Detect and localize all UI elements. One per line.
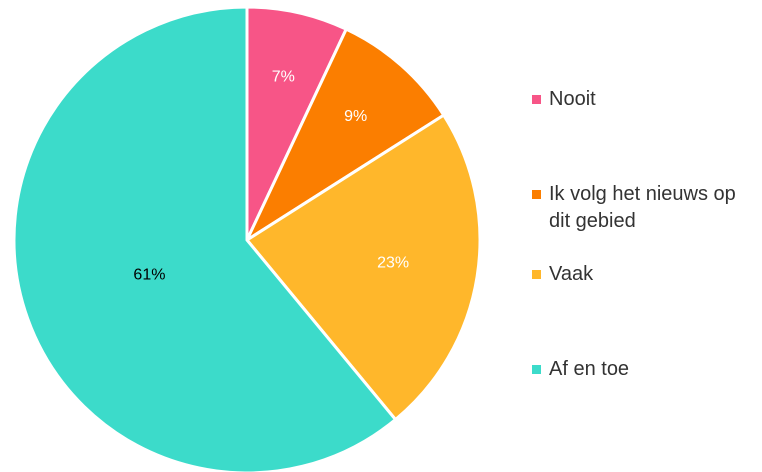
value-label: 9% (344, 108, 367, 125)
legend-swatch (532, 270, 541, 279)
legend-label: Vaak (549, 263, 594, 285)
pie-slice (243, 27, 446, 245)
legend-label: Af en toe (549, 358, 630, 380)
legend-swatch (532, 95, 541, 104)
value-label: 7% (272, 69, 295, 86)
legend-swatch (532, 190, 541, 199)
legend-item: Ik volg het nieuws op dit gebied (528, 181, 758, 235)
legend-swatch (532, 365, 541, 374)
legend-label: Ik volg het nieuws op dit gebied (549, 183, 736, 232)
pie-slice (245, 5, 349, 241)
value-label: 23% (377, 254, 409, 271)
legend-item: Nooit (528, 86, 758, 113)
legend-item: Vaak (528, 261, 758, 288)
legend: Nooit Ik volg het nieuws op dit gebied Vaa… (528, 86, 758, 383)
pie-chart: 7% 9% 23% 61% (12, 5, 482, 472)
value-label: 61% (133, 266, 165, 283)
pie-slice (12, 5, 398, 472)
legend-item: Af en toe (528, 356, 758, 383)
pie-slice (244, 113, 482, 422)
legend-label: Nooit (549, 88, 596, 110)
